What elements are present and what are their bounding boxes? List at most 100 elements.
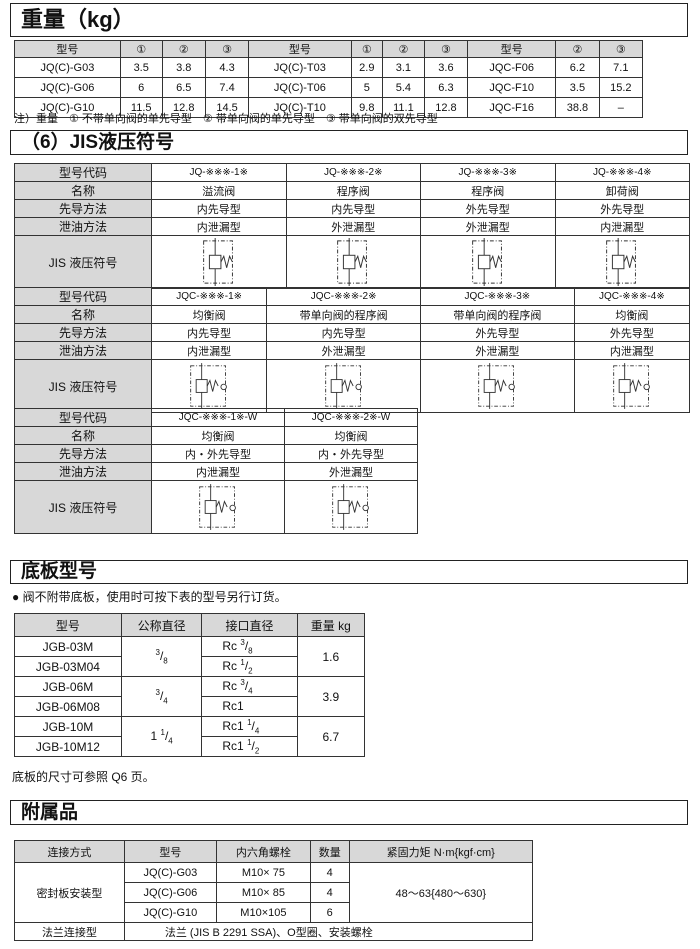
table-cell: 内先导型: [150, 323, 268, 342]
row-label: 名称: [14, 181, 152, 200]
column-header: ①: [119, 40, 163, 58]
row-label: 泄油方法: [14, 341, 152, 360]
table-cell: JQ(C)-G06: [123, 882, 217, 903]
column-header: ③: [598, 40, 644, 58]
weight-cell: 3.9: [296, 676, 366, 717]
table-row: JGB-03M 3/8 Rc 3/8 1.6: [14, 636, 366, 677]
table-row: 泄油方法 内泄漏型 外泄漏型 外泄漏型 内泄漏型: [14, 217, 690, 236]
table-cell: JQ(C)-G03: [123, 862, 217, 883]
column-header: 重量 kg: [296, 613, 366, 637]
valve-with-check-icon: [475, 362, 519, 410]
table-cell: 6.2: [555, 57, 600, 78]
table-cell: 内・外先导型: [151, 444, 285, 463]
prefix: Rc1: [222, 738, 248, 753]
table-row: JIS 液压符号: [14, 480, 418, 534]
table-cell: 内泄漏型: [573, 341, 691, 360]
table-cell: 内泄漏型: [554, 217, 690, 236]
table-row: 泄油方法 内泄漏型 外泄漏型 外泄漏型 内泄漏型: [14, 341, 691, 360]
table-row: 型号代码 JQ-※※※-1※ JQ-※※※-2※ JQ-※※※-3※ JQ-※※※-4※: [14, 163, 690, 182]
prefix: Rc: [222, 638, 241, 653]
table-cell: JQ(C)-T03: [248, 57, 352, 78]
whole: 1: [150, 728, 161, 743]
column-header: 接口直径: [201, 613, 298, 637]
column-header: 数量: [309, 840, 350, 863]
denominator: 2: [254, 746, 260, 756]
column-header: 公称直径: [120, 613, 203, 637]
table-row: 先导方法 内・外先导型 内・外先导型: [14, 444, 418, 463]
table-cell: JQC-F06: [467, 57, 557, 78]
accessories-table: 连接方式 型号 内六角螺栓 数量 紧固力矩 N·m{kgf·cm} 密封板安装型 JQ(C)…: [14, 840, 534, 941]
row-label: 型号代码: [14, 408, 152, 427]
table-row: JQ(C)-G03 3.5 3.8 4.3 JQ(C)-T03 2.9 3.1 3.6 JQC-…: [14, 57, 644, 78]
table-cell: 3.5: [119, 57, 163, 78]
weight-table: 型号 ① ② ③ 型号 ① ② ③ 型号 ② ③ JQ(C)-G03 3.5 3.8 4.3 JQ(C)-T0…: [14, 40, 644, 118]
torque-cell: 48～63{480～630}: [348, 862, 534, 923]
symbol-cell: [285, 235, 421, 289]
table-cell: JQ(C)-G03: [14, 57, 121, 78]
column-header: 型号: [123, 840, 217, 863]
header-row: 型号 ① ② ③ 型号 ① ② ③ 型号 ② ③: [14, 40, 644, 58]
model-cell: JGB-06M: [14, 676, 122, 697]
valve-with-check-icon: [610, 362, 654, 410]
table-cell: 外泄漏型: [266, 341, 421, 360]
table-cell: M10×105: [215, 902, 311, 923]
symbol-cell: [573, 359, 691, 413]
table-row: 密封板安装型 JQ(C)-G03 M10× 75 4 48～63{480～630}: [14, 862, 534, 923]
column-header: 内六角螺栓: [215, 840, 311, 863]
header-row: 连接方式 型号 内六角螺栓 数量 紧固力矩 N·m{kgf·cm}: [14, 840, 534, 863]
denominator: 8: [163, 656, 168, 666]
table-cell: 4.3: [204, 57, 250, 78]
column-header: 型号: [14, 613, 122, 637]
table-row: 型号代码 JQC-※※※-1※ JQC-※※※-2※ JQC-※※※-3※ JQC-※※…: [14, 287, 691, 306]
flange-parts: 法兰 (JIS B 2291 SSA)、O型圈、安装螺栓: [123, 922, 534, 941]
valve-with-check-icon: [196, 483, 240, 531]
table-row: 泄油方法 内泄漏型 外泄漏型: [14, 462, 418, 481]
port-diameter: Rc 3/8: [201, 636, 298, 657]
connection-type: 密封板安装型: [14, 862, 125, 923]
row-label: 泄油方法: [14, 462, 152, 481]
column-header: ③: [204, 40, 250, 58]
table-cell: –: [598, 97, 644, 118]
denominator: 8: [248, 646, 253, 656]
table-row: 名称 溢流阀 程序阀 程序阀 卸荷阀: [14, 181, 690, 200]
row-label: 型号代码: [14, 287, 152, 306]
connection-type: 法兰连接型: [14, 922, 125, 941]
base-table: 型号 公称直径 接口直径 重量 kg JGB-03M 3/8 Rc 3/8 1.6 JGB-03…: [14, 613, 366, 757]
table-row: JIS 液压符号: [14, 235, 690, 289]
model-code: JQC-※※※-3※: [419, 287, 575, 306]
table-cell: 15.2: [598, 77, 644, 98]
table-cell: 6: [119, 77, 163, 98]
table-cell: 38.8: [555, 97, 600, 118]
table-row: JQ(C)-G10 M10×105 6: [15, 902, 533, 923]
model-cell: JGB-10M12: [14, 736, 122, 757]
relief-valve-icon: [197, 238, 241, 286]
table-cell: 14.5: [204, 97, 250, 118]
table-cell: 内泄漏型: [151, 462, 285, 481]
model-cell: JGB-03M04: [14, 656, 122, 677]
table-row: 先导方法 内先导型 内先导型 外先导型 外先导型: [14, 323, 691, 342]
table-cell: 均衡阀: [573, 305, 691, 324]
table-cell: 带单向阀的程序阀: [419, 305, 575, 324]
table-cell: 6: [309, 902, 350, 923]
model-cell: JGB-10M: [14, 716, 122, 737]
table-cell: 外泄漏型: [420, 217, 556, 236]
prefix: Rc: [222, 678, 241, 693]
table-row: 型号代码 JQC-※※※-1※-W JQC-※※※-2※-W: [14, 408, 418, 427]
table-cell: 程序阀: [285, 181, 421, 200]
model-code: JQ-※※※-3※: [420, 163, 556, 182]
nominal-diameter: 1 1/4: [120, 716, 203, 757]
valve-with-check-icon: [322, 362, 366, 410]
model-code: JQC-※※※-2※: [266, 287, 421, 306]
model-code: JQ-※※※-2※: [285, 163, 421, 182]
table-cell: 4: [309, 862, 350, 883]
column-header: ③: [423, 40, 469, 58]
model-code: JQC-※※※-1※-W: [151, 408, 285, 427]
symbol-cell: [150, 359, 268, 413]
table-row: JIS 液压符号: [14, 359, 691, 413]
base-section-title: 底板型号: [10, 560, 688, 584]
table-cell: JQC-F10: [467, 77, 557, 98]
numerator: 1: [247, 717, 252, 727]
table-cell: 均衡阀: [284, 426, 418, 445]
port-diameter: Rc1 1/4: [201, 716, 298, 737]
table-cell: JQ(C)-G10: [123, 902, 217, 923]
